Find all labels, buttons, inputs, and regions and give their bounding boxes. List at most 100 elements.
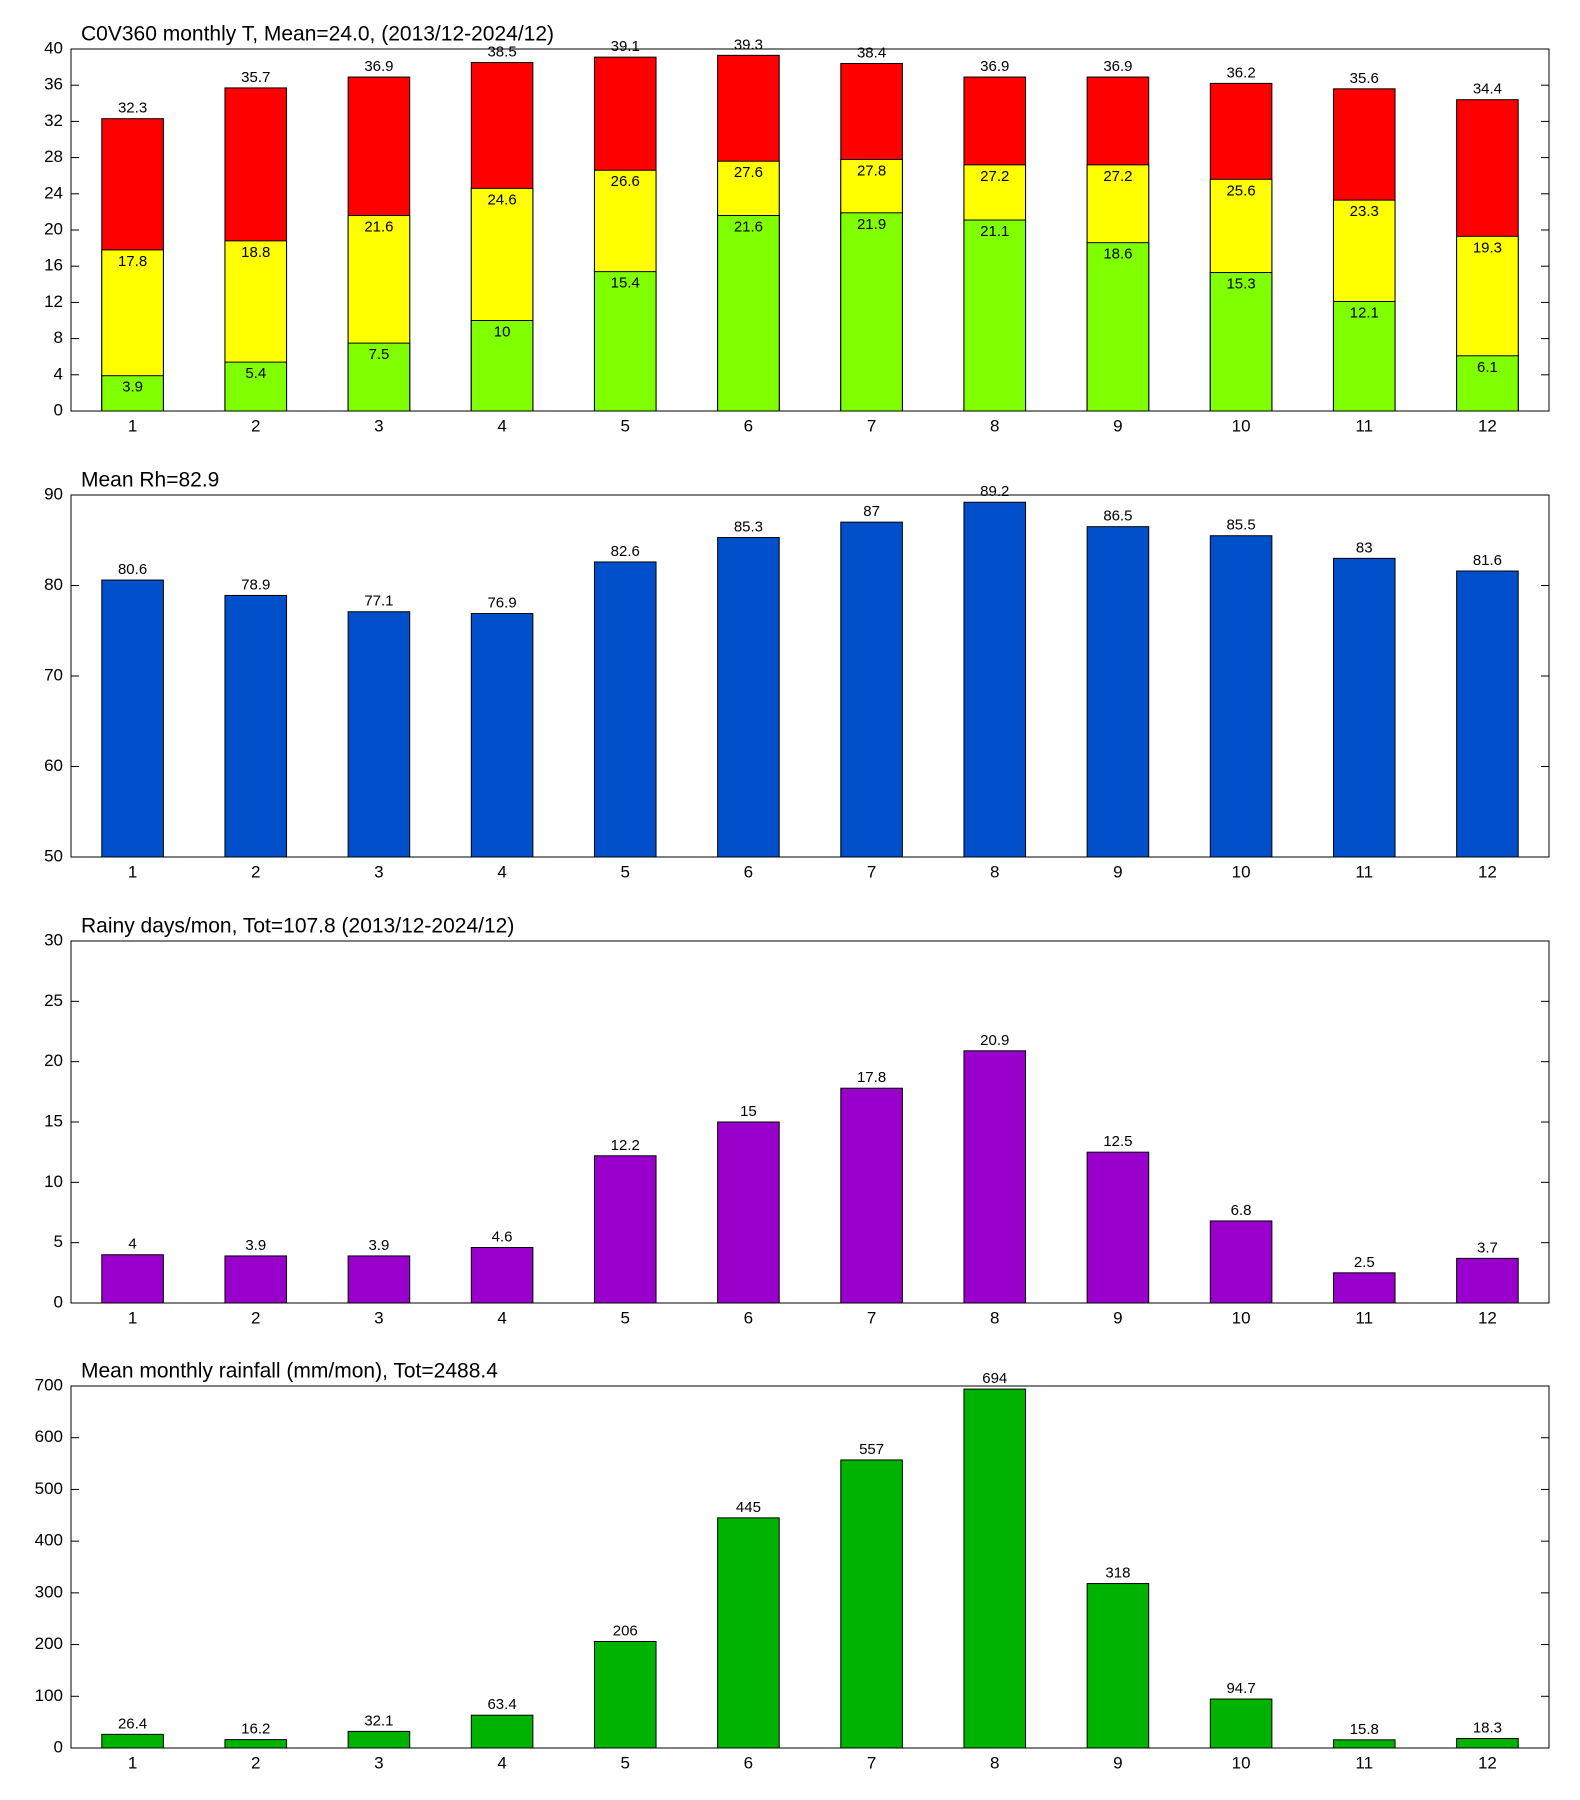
bar [224,361,288,412]
y-tick-label: 50 [44,846,63,865]
bar [1456,1257,1519,1304]
value-label: 15 [740,1103,757,1120]
x-tick-label: 2 [251,862,260,881]
y-tick-label: 8 [54,328,63,347]
x-tick-label: 1 [128,416,137,435]
bar [963,219,1027,412]
bar [963,501,1027,858]
value-label: 20.9 [980,1032,1009,1049]
bar [717,1517,780,1749]
value-label: 2.5 [1354,1254,1375,1271]
x-tick-label: 5 [621,1753,630,1772]
value-label: 32.3 [118,100,147,117]
y-tick-label: 400 [35,1531,63,1550]
axes-box [70,1385,1550,1749]
bar [470,1714,534,1749]
value-label: 76.9 [487,595,516,612]
y-tick-label: 28 [44,147,63,166]
x-tick-label: 11 [1355,1753,1373,1772]
bar [1332,557,1396,858]
value-label: 6.8 [1231,1202,1252,1219]
bar [224,1255,288,1304]
value-label: 15.3 [1226,276,1255,293]
value-label: 85.5 [1226,517,1255,534]
bar [1209,272,1273,412]
bar [1332,300,1396,412]
x-tick-label: 6 [744,1753,753,1772]
x-tick-label: 9 [1113,416,1122,435]
x-tick-label: 7 [867,416,876,435]
bar [101,1254,164,1304]
bar [840,1459,903,1749]
bar [101,579,164,858]
axes-box [70,494,1550,858]
bar [101,1733,164,1749]
y-tick-label: 100 [35,1686,63,1705]
x-tick-label: 6 [744,1308,753,1327]
bar [840,212,903,412]
value-label: 83 [1356,539,1373,556]
value-label: 3.9 [245,1237,266,1254]
x-tick-label: 6 [744,862,753,881]
x-tick-label: 10 [1232,1753,1251,1772]
x-tick-label: 10 [1232,862,1251,881]
value-label: 27.8 [857,162,886,179]
bar [347,611,411,858]
x-tick-label: 2 [251,1308,260,1327]
value-label: 36.9 [364,58,393,75]
bar [1086,242,1150,412]
value-label: 35.7 [241,69,270,86]
value-label: 557 [859,1441,884,1458]
y-tick-label: 30 [44,930,63,949]
value-label: 39.3 [734,36,763,53]
x-tick-label: 5 [621,1308,630,1327]
y-tick-label: 90 [44,484,63,503]
axes-box [70,940,1550,1304]
y-tick-label: 20 [44,219,63,238]
value-label: 21.6 [364,218,393,235]
value-label: 23.3 [1350,203,1379,220]
y-tick-label: 600 [35,1427,63,1446]
x-tick-label: 7 [867,1753,876,1772]
bar [347,1255,411,1304]
value-label: 35.6 [1350,70,1379,87]
y-tick-label: 16 [44,256,63,275]
value-label: 63.4 [487,1696,516,1713]
x-tick-label: 1 [128,1308,137,1327]
y-tick-label: 15 [44,1111,63,1130]
value-label: 34.4 [1473,81,1502,98]
bar [1456,355,1519,412]
y-tick-label: 700 [35,1375,63,1394]
value-label: 32.1 [364,1712,393,1729]
y-tick-label: 4 [54,364,63,383]
bar [224,1739,288,1749]
value-label: 86.5 [1103,508,1132,525]
x-tick-label: 4 [497,1308,506,1327]
value-label: 89.2 [980,483,1009,500]
y-tick-label: 0 [54,400,63,419]
x-tick-label: 8 [990,862,999,881]
bar [840,521,903,858]
value-label: 318 [1105,1565,1130,1582]
y-tick-label: 60 [44,756,63,775]
axes-box [70,48,1550,412]
chart-title: Mean Rh=82.9 [81,469,219,492]
value-label: 36.9 [1103,58,1132,75]
x-tick-label: 8 [990,1753,999,1772]
bar [1086,1151,1150,1304]
chart-title: Mean monthly rainfall (mm/mon), Tot=2488… [81,1360,498,1383]
value-label: 94.7 [1226,1680,1255,1697]
x-tick-label: 10 [1232,1308,1251,1327]
value-label: 15.8 [1350,1721,1379,1738]
value-label: 18.8 [241,244,270,261]
bar [1332,1272,1396,1304]
value-label: 445 [736,1499,761,1516]
x-tick-label: 3 [374,1308,383,1327]
value-label: 26.4 [118,1715,147,1732]
value-label: 38.4 [857,44,886,61]
bar [470,320,534,412]
value-label: 27.2 [980,168,1009,185]
value-label: 15.4 [611,275,640,292]
